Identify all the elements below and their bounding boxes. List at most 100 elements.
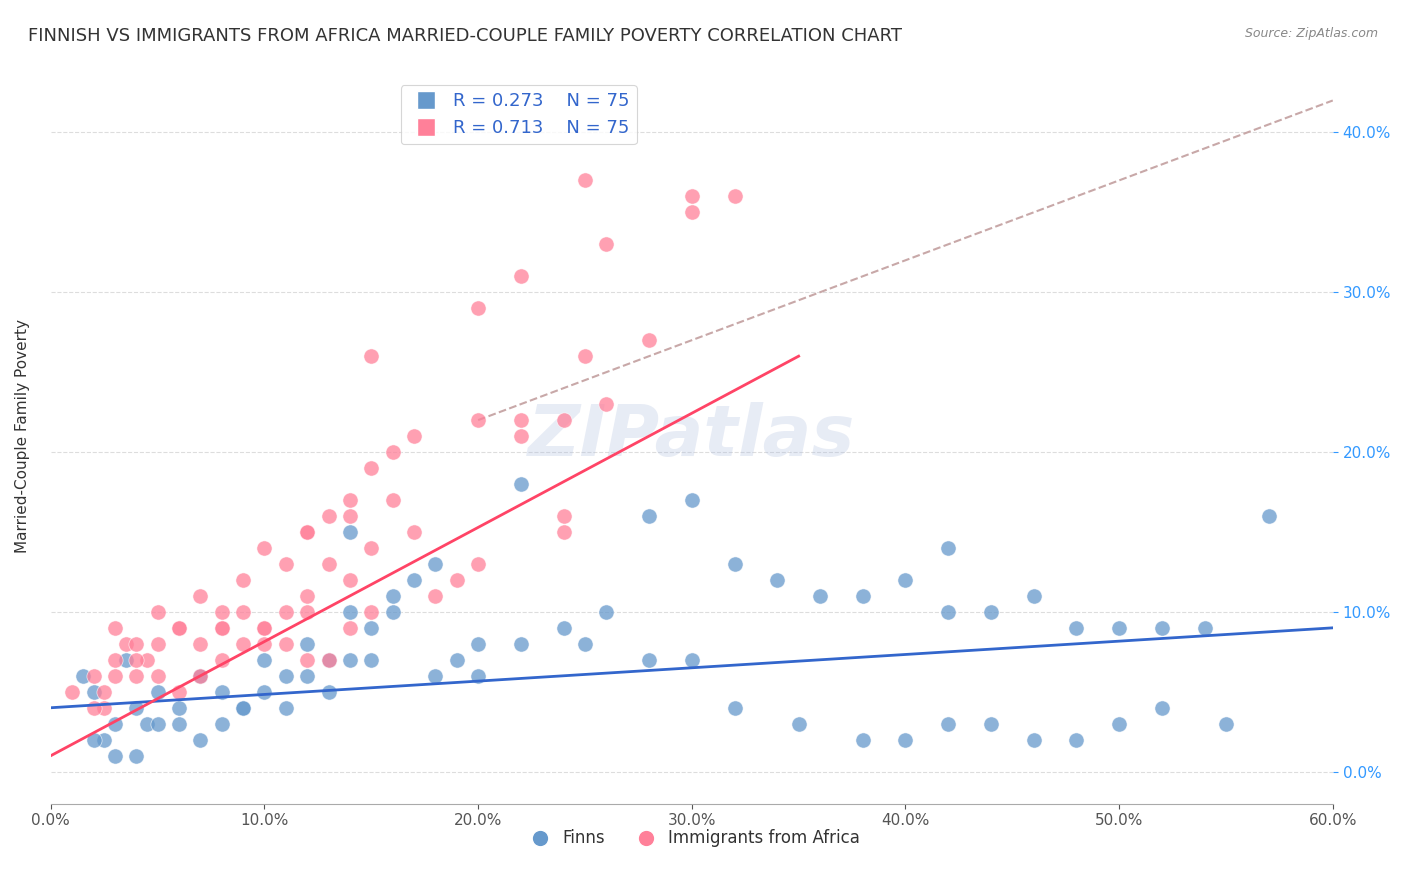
Point [1066, 621, 1088, 635]
Point [211, 605, 233, 619]
Point [146, 637, 169, 651]
Point [104, 669, 127, 683]
Point [509, 269, 531, 284]
Point [232, 700, 254, 714]
Point [318, 508, 340, 523]
Point [723, 557, 745, 571]
Point [638, 653, 661, 667]
Point [894, 573, 917, 587]
Point [360, 461, 382, 475]
Point [136, 653, 159, 667]
Point [83, 732, 105, 747]
Point [297, 524, 319, 539]
Point [83, 700, 105, 714]
Point [980, 605, 1002, 619]
Point [360, 621, 382, 635]
Point [211, 621, 233, 635]
Point [467, 637, 489, 651]
Point [297, 605, 319, 619]
Point [402, 429, 425, 443]
Point [72, 669, 94, 683]
Point [553, 524, 575, 539]
Point [167, 716, 190, 731]
Point [104, 748, 127, 763]
Point [114, 653, 136, 667]
Point [467, 669, 489, 683]
Point [104, 716, 127, 731]
Point [360, 605, 382, 619]
Point [339, 653, 361, 667]
Point [808, 589, 831, 603]
Point [574, 637, 596, 651]
Point [232, 573, 254, 587]
Point [852, 589, 875, 603]
Point [190, 669, 212, 683]
Point [167, 700, 190, 714]
Point [681, 189, 703, 203]
Point [553, 508, 575, 523]
Point [125, 653, 148, 667]
Point [1022, 732, 1045, 747]
Point [274, 557, 297, 571]
Point [339, 493, 361, 508]
Point [146, 716, 169, 731]
Point [595, 397, 617, 411]
Point [381, 589, 404, 603]
Point [1194, 621, 1216, 635]
Point [297, 589, 319, 603]
Point [339, 524, 361, 539]
Point [1150, 621, 1173, 635]
Point [574, 349, 596, 363]
Point [93, 685, 115, 699]
Point [446, 653, 468, 667]
Point [1257, 508, 1279, 523]
Point [211, 653, 233, 667]
Point [1150, 700, 1173, 714]
Y-axis label: Married-Couple Family Poverty: Married-Couple Family Poverty [15, 319, 30, 553]
Point [232, 605, 254, 619]
Point [425, 557, 447, 571]
Point [190, 669, 212, 683]
Point [1108, 621, 1130, 635]
Point [936, 716, 959, 731]
Point [467, 301, 489, 316]
Point [167, 621, 190, 635]
Point [125, 669, 148, 683]
Point [83, 669, 105, 683]
Point [595, 605, 617, 619]
Point [190, 732, 212, 747]
Point [339, 508, 361, 523]
Point [936, 541, 959, 555]
Point [1215, 716, 1237, 731]
Point [936, 605, 959, 619]
Point [274, 605, 297, 619]
Point [1022, 589, 1045, 603]
Point [509, 413, 531, 427]
Point [232, 637, 254, 651]
Point [766, 573, 789, 587]
Point [297, 653, 319, 667]
Point [211, 621, 233, 635]
Point [318, 557, 340, 571]
Point [104, 621, 127, 635]
Point [93, 700, 115, 714]
Point [681, 205, 703, 219]
Point [318, 653, 340, 667]
Point [114, 637, 136, 651]
Point [253, 653, 276, 667]
Point [274, 637, 297, 651]
Point [274, 700, 297, 714]
Point [1066, 732, 1088, 747]
Point [339, 621, 361, 635]
Legend: Finns, Immigrants from Africa: Finns, Immigrants from Africa [517, 822, 866, 855]
Point [339, 605, 361, 619]
Point [297, 669, 319, 683]
Point [253, 621, 276, 635]
Text: ZIPatlas: ZIPatlas [529, 401, 855, 471]
Point [146, 605, 169, 619]
Text: Source: ZipAtlas.com: Source: ZipAtlas.com [1244, 27, 1378, 40]
Point [125, 637, 148, 651]
Point [1108, 716, 1130, 731]
Point [360, 349, 382, 363]
Point [681, 653, 703, 667]
